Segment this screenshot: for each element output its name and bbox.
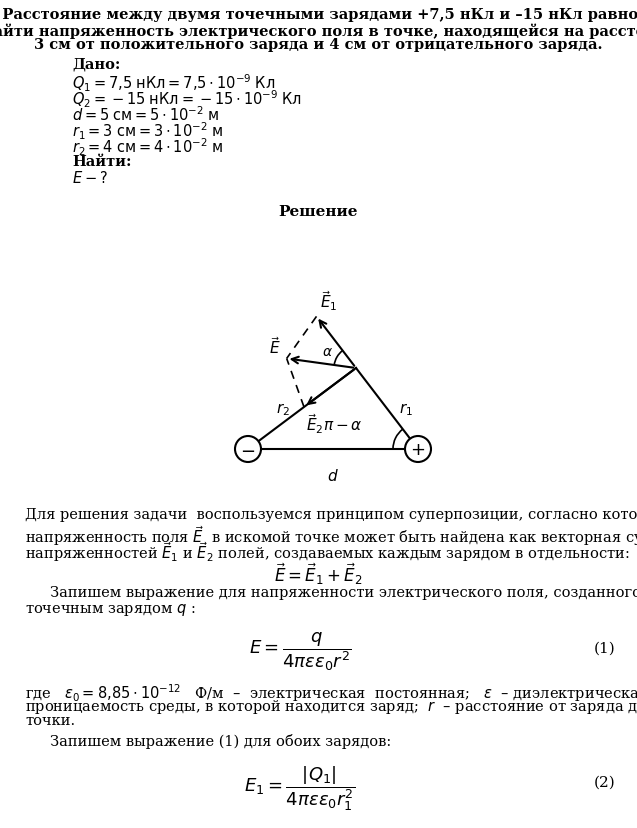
Text: $\alpha$: $\alpha$ <box>322 345 333 359</box>
Text: напряженность поля $\vec{E}$  в искомой точке может быть найдена как векторная с: напряженность поля $\vec{E}$ в искомой т… <box>25 523 637 547</box>
Text: точки.: точки. <box>25 713 75 727</box>
Text: 3 см от положительного заряда и 4 см от отрицательного заряда.: 3 см от положительного заряда и 4 см от … <box>34 38 602 52</box>
Text: 2. Расстояние между двумя точечными зарядами +7,5 нКл и –15 нКл равно 5: 2. Расстояние между двумя точечными заря… <box>0 8 637 22</box>
Text: (1): (1) <box>594 641 616 655</box>
Text: $Q_2 = -15\;\mathit{\text{нКл}} = -15\cdot10^{-9}\;\mathit{\text{Кл}}$: $Q_2 = -15\;\mathit{\text{нКл}} = -15\cd… <box>72 89 302 110</box>
Circle shape <box>235 436 261 463</box>
Text: $\vec{E}=\vec{E}_1+\vec{E}_2$: $\vec{E}=\vec{E}_1+\vec{E}_2$ <box>273 561 362 587</box>
Text: $-$: $-$ <box>240 440 255 459</box>
Text: (2): (2) <box>594 775 616 789</box>
Text: $r_1 = 3\;\mathit{\text{см}} = 3\cdot10^{-2}\;\mathit{\text{м}}$: $r_1 = 3\;\mathit{\text{см}} = 3\cdot10^… <box>72 121 223 142</box>
Text: $E-?$: $E-?$ <box>72 170 108 185</box>
Text: Запишем выражение для напряженности электрического поля, созданного: Запишем выражение для напряженности элек… <box>50 585 637 599</box>
Text: $r_1$: $r_1$ <box>399 401 413 417</box>
Text: точечным зарядом $q$ :: точечным зарядом $q$ : <box>25 601 196 617</box>
Text: $E = \dfrac{q}{4\pi\varepsilon\varepsilon_0 r^2}$: $E = \dfrac{q}{4\pi\varepsilon\varepsilo… <box>248 629 351 672</box>
Text: $d = 5\;\mathit{\text{см}} = 5\cdot10^{-2}\;\mathit{\text{м}}$: $d = 5\;\mathit{\text{см}} = 5\cdot10^{-… <box>72 105 219 123</box>
Text: Запишем выражение (1) для обоих зарядов:: Запишем выражение (1) для обоих зарядов: <box>50 733 391 748</box>
Text: проницаемость среды, в которой находится заряд;  $r$  – расстояние от заряда до : проницаемость среды, в которой находится… <box>25 697 637 715</box>
Text: $d$: $d$ <box>327 468 339 484</box>
Text: $Q_1 = 7{,}5\;\mathit{\text{нКл}} = 7{,}5\cdot10^{-9}\;\mathit{\text{Кл}}$: $Q_1 = 7{,}5\;\mathit{\text{нКл}} = 7{,}… <box>72 73 275 94</box>
Text: $E_1 = \dfrac{|Q_1|}{4\pi\varepsilon\varepsilon_0 r_1^2}$: $E_1 = \dfrac{|Q_1|}{4\pi\varepsilon\var… <box>245 763 355 811</box>
Text: $+$: $+$ <box>410 440 426 459</box>
Text: $\vec{E}_2\pi-\alpha$: $\vec{E}_2\pi-\alpha$ <box>306 412 363 436</box>
Text: Дано:: Дано: <box>72 57 120 71</box>
Text: $r_2$: $r_2$ <box>276 401 290 417</box>
Text: Для решения задачи  воспользуемся принципом суперпозиции, согласно которому: Для решения задачи воспользуемся принцип… <box>25 508 637 522</box>
Text: Решение: Решение <box>278 205 358 219</box>
Text: $r_2 = 4\;\mathit{\text{см}} = 4\cdot10^{-2}\;\mathit{\text{м}}$: $r_2 = 4\;\mathit{\text{см}} = 4\cdot10^… <box>72 137 223 158</box>
Text: где   $\varepsilon_0 = 8{,}85\cdot10^{-12}$   Ф/м  –  электрическая  постоянная;: где $\varepsilon_0 = 8{,}85\cdot10^{-12}… <box>25 681 637 703</box>
Text: напряженностей $\vec{E}_1$ и $\vec{E}_2$ полей, создаваемых каждым зарядом в отд: напряженностей $\vec{E}_1$ и $\vec{E}_2$… <box>25 539 629 563</box>
Text: $\vec{E}$: $\vec{E}$ <box>269 336 281 357</box>
Text: $\vec{E}_1$: $\vec{E}_1$ <box>320 289 338 313</box>
Circle shape <box>405 436 431 463</box>
Text: Найти:: Найти: <box>72 155 131 169</box>
Text: см. Найти напряженность электрического поля в точке, находящейся на расстоянии: см. Найти напряженность электрического п… <box>0 23 637 38</box>
